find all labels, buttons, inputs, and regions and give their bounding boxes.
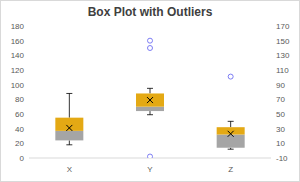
whisker-cap-high (147, 88, 153, 89)
y-tick-label: 80 (15, 95, 24, 104)
mean-marker (228, 131, 234, 137)
whisker-cap-low (147, 114, 153, 115)
chart-frame (1, 1, 300, 182)
outlier (228, 74, 233, 79)
whisker-high (150, 88, 151, 93)
box-upper (136, 93, 164, 106)
box-lower (217, 135, 245, 148)
y-tick-label: 100 (11, 81, 25, 90)
y-tick-label: 140 (11, 51, 25, 60)
plot-marks (55, 38, 244, 158)
whisker-low (69, 140, 70, 144)
y2-tick-label: 90 (276, 81, 285, 90)
mean-marker (147, 97, 153, 103)
whisker-low (150, 111, 151, 115)
mean-stroke (66, 125, 72, 131)
y2-tick-label: 50 (276, 110, 285, 119)
y2-tick-label: 110 (276, 66, 289, 75)
y-tick-label: 20 (15, 139, 24, 148)
y2-tick-label: 170 (276, 22, 290, 31)
mean-stroke (228, 131, 234, 137)
whisker-cap-low (66, 144, 72, 145)
box-lower (55, 131, 83, 141)
outlier (148, 46, 153, 51)
box-upper (55, 118, 83, 131)
mean-marker (66, 125, 72, 131)
x-tick-label: X (67, 165, 73, 174)
whisker-cap-high (228, 121, 234, 122)
mean-stroke (147, 97, 153, 103)
y2-tick-label: 130 (276, 51, 290, 60)
y-tick-label: 0 (20, 154, 25, 163)
y-tick-label: 180 (11, 22, 25, 31)
box-lower (136, 107, 164, 111)
y2-tick-label: 30 (276, 125, 285, 134)
y-tick-label: 120 (11, 66, 25, 75)
outlier (148, 38, 153, 43)
mean-stroke (147, 97, 153, 103)
y-tick-label: 60 (15, 110, 24, 119)
outlier (148, 154, 153, 158)
y-tick-label: 40 (15, 125, 24, 134)
y2-tick-label: 150 (276, 37, 290, 46)
mean-stroke (66, 125, 72, 131)
y2-tick-label: 70 (276, 95, 285, 104)
whisker-cap-high (66, 93, 72, 94)
whisker-high (230, 121, 231, 127)
x-tick-label: Z (228, 165, 233, 174)
y2-tick-label: -10 (276, 154, 288, 163)
y-tick-label: 160 (11, 37, 25, 46)
chart: Box Plot with Outliers 0 20 40 60 80 100 120 140… (0, 0, 300, 182)
whisker-high (69, 93, 70, 117)
title: Box Plot with Outliers (88, 5, 213, 19)
x-tick-label: Y (147, 165, 153, 174)
y2-tick-label: 10 (276, 139, 285, 148)
mean-stroke (228, 131, 234, 137)
whisker-cap-low (228, 149, 234, 150)
